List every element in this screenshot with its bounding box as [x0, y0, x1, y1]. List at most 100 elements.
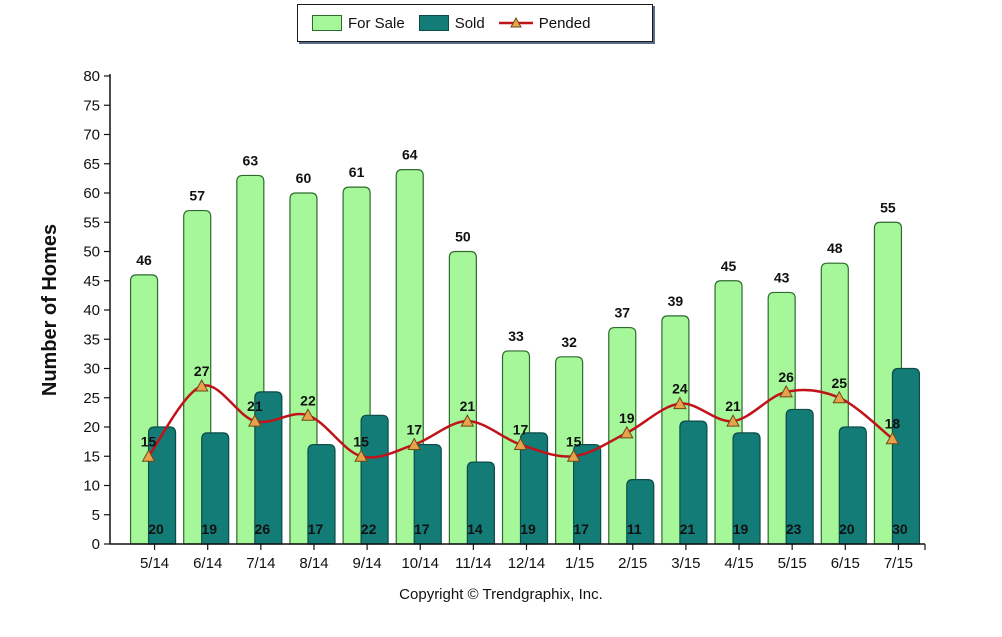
x-tick-label: 8/14: [299, 555, 328, 572]
y-tick-label: 35: [83, 331, 100, 348]
sold-value-label: 19: [201, 521, 217, 537]
y-tick-label: 15: [83, 448, 100, 465]
for-sale-value-label: 39: [668, 293, 684, 309]
y-tick-label: 25: [83, 390, 100, 407]
pended-value-label: 24: [672, 381, 688, 397]
pended-value-label: 26: [778, 369, 794, 385]
pended-marker: [460, 414, 475, 427]
for-sale-value-label: 50: [455, 229, 471, 245]
sold-bar: [360, 414, 389, 545]
sold-value-label: 19: [520, 521, 536, 537]
data-labels: 46 57 63 60 61 64 50 33 32 37 39 45 43 48 55 20 19 26 17 22…: [136, 147, 908, 537]
pended-value-label: 15: [141, 433, 157, 449]
for-sale-value-label: 57: [189, 188, 205, 204]
pended-marker: [354, 449, 368, 462]
pended-value-label: 17: [513, 422, 529, 438]
pended-value-label: 25: [832, 375, 848, 391]
y-tick-label: 75: [83, 97, 100, 114]
sold-bar: [679, 420, 708, 545]
pended-marker: [141, 449, 156, 462]
y-tick-label: 20: [83, 419, 100, 436]
sold-value-label: 17: [414, 521, 430, 537]
sold-value-label: 20: [839, 521, 855, 537]
for-sale-value-label: 43: [774, 269, 790, 285]
x-tick-label: 7/14: [246, 555, 275, 572]
y-tick-label: 30: [83, 361, 100, 378]
pended-marker: [885, 431, 900, 445]
sold-value-label: 26: [255, 521, 271, 537]
y-tick-label: 40: [83, 302, 100, 319]
legend-item-sold: Sold: [418, 14, 485, 32]
sold-bar: [147, 426, 177, 545]
sold-bar: [732, 432, 761, 545]
sold-value-label: 11: [627, 521, 642, 537]
sold-value-label: 21: [680, 521, 696, 537]
y-axis-title: Number of Homes: [39, 224, 61, 396]
x-tick-label: 1/15: [565, 555, 594, 572]
pended-value-label: 27: [194, 363, 210, 379]
y-tick-label: 50: [83, 244, 100, 261]
y-tick-label: 0: [92, 536, 100, 553]
for-sale-value-label: 37: [614, 305, 630, 321]
pended-value-label: 15: [353, 433, 369, 449]
pended-marker: [247, 414, 262, 427]
for-sale-value-label: 60: [296, 170, 312, 186]
sold-value-label: 17: [308, 521, 324, 537]
sold-bar: [307, 443, 336, 545]
x-tick-label: 3/15: [671, 555, 700, 572]
sold-value-label: 14: [467, 521, 483, 537]
pended-value-label: 21: [460, 398, 476, 414]
legend-label-pended: Pended: [538, 14, 591, 32]
for-sale-value-label: 63: [243, 152, 259, 168]
x-tick-label: 10/14: [401, 555, 439, 572]
for-sale-value-label: 45: [721, 258, 737, 274]
sold-swatch: [418, 15, 449, 31]
pended-marker: [194, 379, 209, 392]
y-tick-label: 55: [83, 214, 100, 231]
y-tick-label: 45: [83, 273, 100, 290]
legend-label-for-sale: For Sale: [348, 14, 405, 32]
sold-bar: [519, 432, 549, 545]
x-tick-label: 6/15: [831, 555, 860, 572]
legend-item-for-sale: For Sale: [312, 15, 405, 32]
sold-bar: [891, 367, 921, 545]
x-tick-label: 12/14: [508, 555, 546, 572]
x-tick-label: 9/14: [352, 555, 381, 572]
sold-value-label: 30: [892, 521, 908, 537]
for-sale-value-label: 64: [402, 147, 418, 163]
pended-value-label: 21: [247, 398, 263, 414]
pended-marker: [566, 449, 581, 462]
for-sale-value-label: 48: [827, 240, 843, 256]
pended-marker: [513, 437, 528, 451]
y-tick-label: 80: [83, 68, 100, 85]
x-tick-label: 5/14: [140, 555, 169, 572]
sold-value-label: 20: [148, 521, 164, 537]
sold-bar: [838, 426, 867, 545]
sold-bars: [147, 367, 921, 545]
y-tick-label: 10: [83, 478, 100, 495]
sold-bar: [201, 432, 230, 545]
x-tick-label: 6/14: [193, 555, 222, 572]
x-tick-label: 5/15: [778, 555, 807, 572]
pended-value-label: 17: [406, 422, 422, 438]
for-sale-value-label: 55: [880, 199, 896, 215]
for-sale-value-label: 61: [349, 164, 365, 180]
sold-value-label: 23: [786, 521, 802, 537]
pended-value-label: 21: [725, 398, 741, 414]
legend-label-sold: Sold: [454, 14, 485, 32]
x-tick-label: 7/15: [884, 555, 913, 572]
axes: 0 5 10 15 20 25 30 35 40 45 50 55 60 65 70 75 80 5/14 6/14…: [83, 68, 926, 572]
pended-marker: [301, 408, 315, 421]
sold-bar: [785, 408, 814, 545]
y-tick-label: 5: [92, 507, 100, 524]
pended-marker: [619, 425, 634, 439]
pended-marker: [673, 396, 687, 410]
pended-value-label: 18: [885, 416, 901, 432]
pended-swatch: [498, 16, 533, 28]
pended-marker: [832, 390, 847, 404]
for-sale-value-label: 32: [561, 334, 577, 350]
for-sale-swatch: [312, 15, 342, 31]
pended-marker: [726, 414, 740, 427]
